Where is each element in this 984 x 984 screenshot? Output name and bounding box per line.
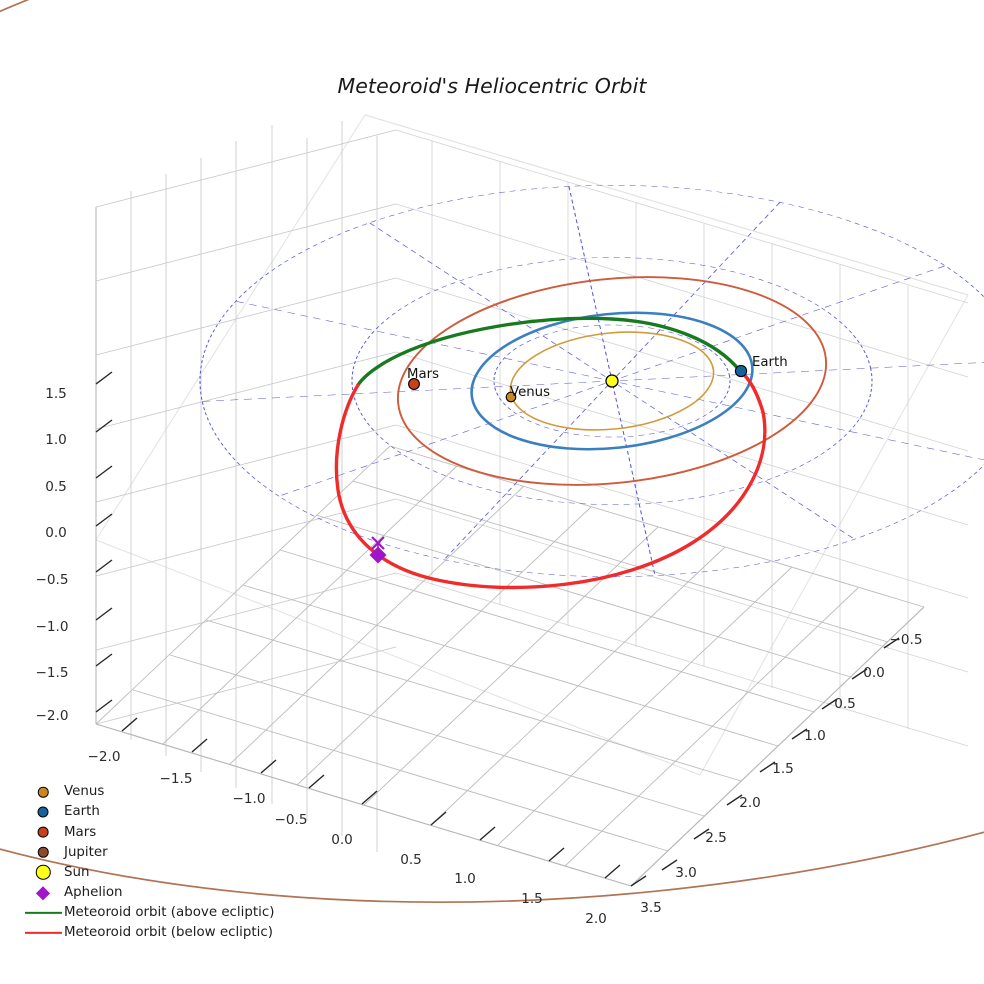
x-tick-label: 1.0 — [454, 871, 476, 887]
body-label-mars: Mars — [407, 367, 440, 382]
circle-marker-icon — [22, 822, 64, 842]
legend-label: Earth — [64, 804, 100, 820]
tick-marks — [95, 371, 900, 887]
sun-marker-icon — [22, 862, 64, 882]
mars-orbit — [396, 276, 828, 486]
z-tick-label: −1.5 — [35, 665, 69, 681]
mars-marker — [408, 378, 420, 390]
legend-label: Venus — [64, 784, 105, 800]
line-swatch-icon — [22, 903, 64, 923]
aphelion-marker-group — [369, 536, 387, 564]
x-tick-label: 0.5 — [400, 852, 422, 868]
legend-label: Mars — [64, 824, 97, 840]
y-tick-label: 3.0 — [675, 865, 697, 881]
x-tick-label: 2.0 — [585, 911, 607, 927]
legend-item-earth[interactable]: Earth — [22, 802, 322, 822]
z-tick-label: 1.0 — [45, 432, 67, 448]
x-tick-label: −1.5 — [159, 771, 193, 787]
legend-item-meteoroid-below[interactable]: Meteoroid orbit (below ecliptic) — [22, 923, 322, 943]
y-tick-label: 2.5 — [705, 830, 727, 846]
z-tick-label: −1.0 — [35, 619, 69, 635]
venus-orbit — [509, 331, 715, 431]
axis-spines — [95, 207, 925, 887]
legend-label: Meteoroid orbit (below ecliptic) — [64, 925, 273, 940]
z-tick-label: −0.5 — [35, 572, 69, 588]
y-tick-label: 3.5 — [640, 900, 662, 916]
x-tick-label: 0.0 — [331, 832, 353, 848]
y-tick-label: 1.0 — [804, 728, 826, 744]
circle-marker-icon — [22, 842, 64, 862]
legend-item-venus[interactable]: Venus — [22, 782, 322, 802]
z-tick-label: 0.5 — [45, 479, 67, 495]
y-tick-label: 1.5 — [772, 761, 794, 777]
circle-marker-icon — [22, 782, 64, 802]
y-tick-label: −0.5 — [889, 632, 923, 648]
z-tick-label: 0.0 — [45, 525, 67, 541]
z-tick-label: −2.0 — [35, 708, 69, 724]
chart-title: Meteoroid's Heliocentric Orbit — [337, 74, 647, 98]
venus-marker — [505, 391, 517, 403]
y-tick-label: 0.5 — [834, 696, 856, 712]
earth-marker — [734, 364, 748, 378]
legend-label: Jupiter — [64, 844, 108, 860]
legend-item-aphelion[interactable]: Aphelion — [22, 882, 322, 902]
line-swatch-icon — [22, 923, 64, 943]
x-tick-label: −1.0 — [232, 791, 266, 807]
z-tick-label: 1.5 — [45, 386, 67, 402]
body-markers — [408, 364, 748, 403]
circle-marker-icon — [22, 802, 64, 822]
meteoroid-orbit-above-ecliptic — [356, 316, 742, 387]
axes-panes — [95, 114, 969, 776]
x-tick-label: 1.5 — [521, 891, 543, 907]
x-tick-label: −0.5 — [274, 812, 308, 828]
legend-label: Sun — [64, 864, 90, 880]
legend-item-meteoroid-above[interactable]: Meteoroid orbit (above ecliptic) — [22, 903, 322, 923]
diamond-marker-icon — [22, 883, 64, 903]
meteoroid-orbit-below-ecliptic — [334, 369, 767, 590]
legend-item-jupiter[interactable]: Jupiter — [22, 842, 322, 862]
legend-item-mars[interactable]: Mars — [22, 822, 322, 842]
legend: Venus Earth Mars Jupiter Sun — [22, 782, 322, 943]
body-label-earth: Earth — [752, 355, 788, 370]
earth-orbit — [470, 311, 754, 451]
legend-label: Aphelion — [64, 884, 123, 900]
legend-label: Meteoroid orbit (above ecliptic) — [64, 904, 275, 920]
back-wall-grid — [395, 129, 969, 747]
y-tick-label: 2.0 — [739, 795, 761, 811]
x-tick-label: −2.0 — [87, 749, 121, 765]
sun-marker — [605, 374, 619, 388]
body-label-venus: Venus — [510, 385, 551, 400]
legend-item-sun[interactable]: Sun — [22, 862, 322, 882]
y-tick-label: 0.0 — [863, 665, 885, 681]
